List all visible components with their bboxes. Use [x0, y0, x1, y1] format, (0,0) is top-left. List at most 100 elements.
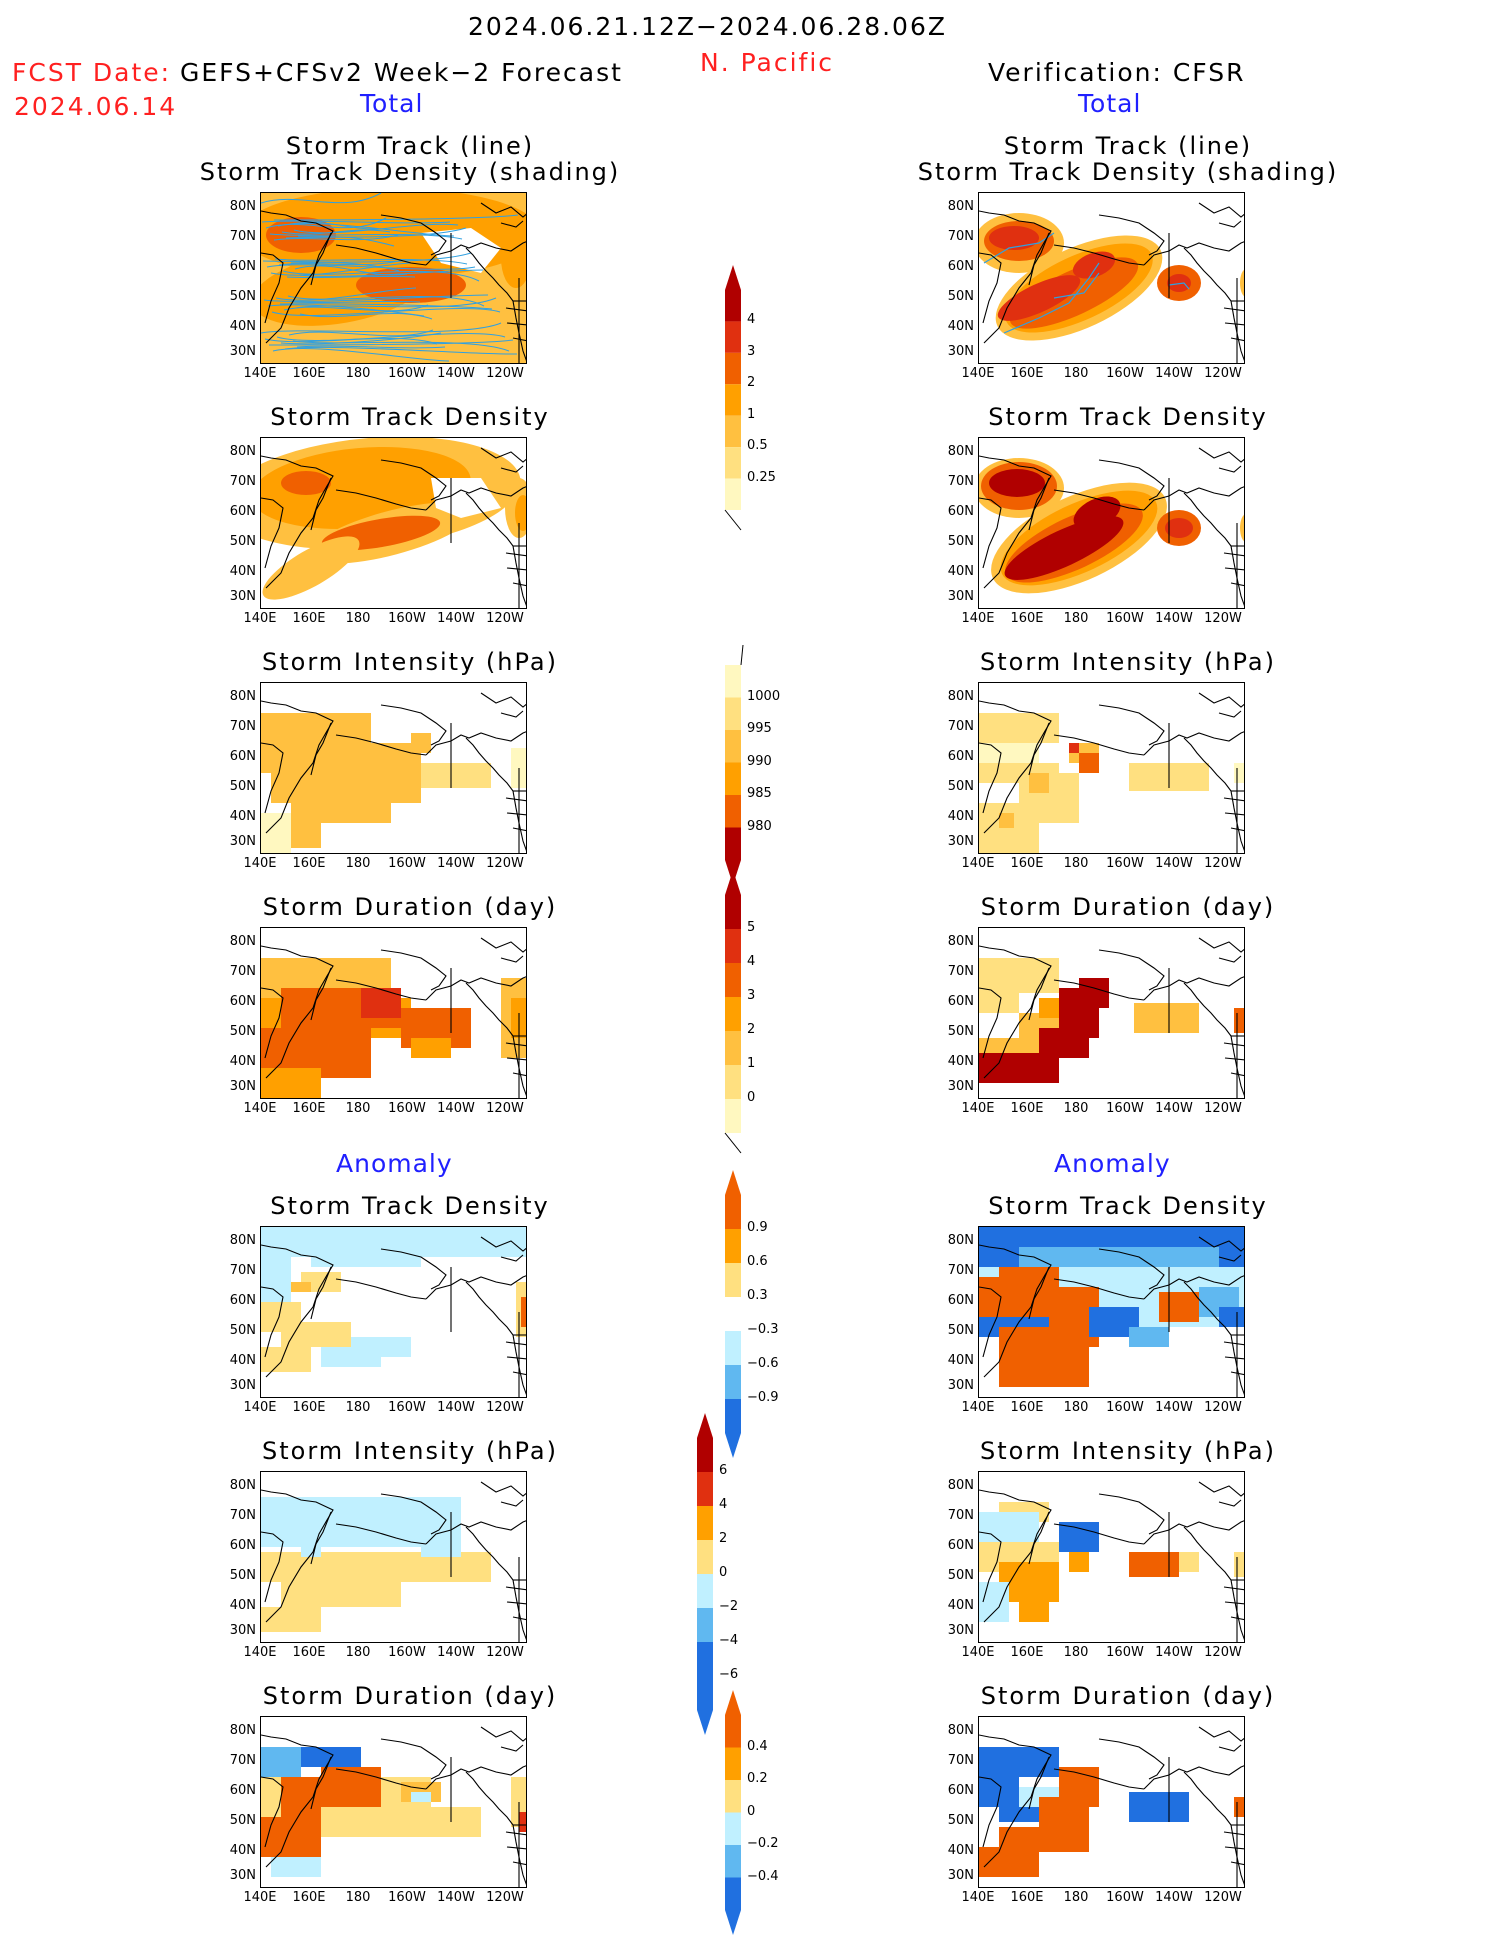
grid-cell: [1059, 1522, 1099, 1552]
lon-tick-label: 140E: [243, 1890, 277, 1905]
map-panel-intensity-anom-fcst: [260, 1471, 527, 1643]
colorbar-arrow-bottom: [725, 1433, 741, 1458]
colorbar-swatch: [725, 929, 741, 963]
colorbar-arrow-bottom: [725, 1910, 741, 1935]
fcst-intensity-anom-title: Storm Intensity (hPa): [262, 1437, 558, 1465]
lat-tick-label: 30N: [229, 1378, 256, 1393]
lat-tick-label: 80N: [229, 444, 256, 459]
lon-tick-label: 180: [1063, 366, 1089, 381]
lon-tick-label: 180: [345, 366, 371, 381]
lat-tick-label: 50N: [947, 779, 974, 794]
lat-tick-label: 50N: [947, 1323, 974, 1338]
lat-tick-label: 70N: [229, 1263, 256, 1278]
colorbar-tick-label: 2: [747, 1022, 756, 1037]
lon-tick-label: 180: [345, 1890, 371, 1905]
colorbar-tick-label: 1: [747, 1056, 756, 1071]
lat-tick-label: 30N: [947, 1623, 974, 1638]
lon-tick-label: 120W: [1204, 366, 1242, 381]
lat-tick-label: 50N: [229, 1323, 256, 1338]
colorbar-tick-label: 995: [747, 721, 772, 736]
grid-cell: [281, 1582, 401, 1607]
lat-tick-label: 60N: [229, 1293, 256, 1308]
grid-cell: [1179, 1552, 1199, 1572]
lat-tick-label: 40N: [229, 319, 256, 334]
shading-area: [1240, 269, 1244, 297]
lon-tick-label: 140E: [243, 1645, 277, 1660]
lon-tick-label: 140W: [1155, 1890, 1193, 1905]
period-title: 2024.06.21.12Z−2024.06.28.06Z: [468, 12, 947, 41]
lon-tick-label: 120W: [486, 1890, 524, 1905]
colorbar-tick-label: 0: [747, 1090, 756, 1105]
colorbar-swatch: [725, 795, 741, 828]
lon-tick-label: 180: [1063, 1645, 1089, 1660]
grid-cell: [1234, 1552, 1244, 1577]
colorbar-swatch: [725, 762, 741, 795]
colorbar-duration-anom: [725, 1690, 741, 1935]
lat-tick-label: 40N: [229, 564, 256, 579]
colorbar-intensity-total: [725, 644, 744, 885]
lon-tick-label: 160W: [388, 366, 426, 381]
grid-cell: [1219, 1307, 1244, 1327]
grid-cell: [999, 813, 1014, 828]
lon-tick-label: 160E: [1010, 856, 1044, 871]
lat-tick-label: 70N: [229, 964, 256, 979]
lat-tick-label: 30N: [229, 589, 256, 604]
grid-cell: [271, 773, 421, 803]
lat-tick-label: 60N: [229, 1783, 256, 1798]
grid-cell: [979, 1777, 1019, 1807]
colorbar-tick-label: −2: [719, 1599, 739, 1614]
lat-tick-label: 60N: [229, 504, 256, 519]
verif-track-line-title: Storm Track (line): [1003, 132, 1253, 160]
colorbar-tick-label: 1000: [747, 688, 781, 704]
lat-tick-label: 30N: [947, 1378, 974, 1393]
grid-cell: [261, 1068, 321, 1098]
lon-tick-label: 120W: [486, 1101, 524, 1116]
colorbar-tick-label: −4: [719, 1633, 739, 1648]
lon-tick-label: 140W: [1155, 1400, 1193, 1415]
lat-tick-label: 70N: [947, 964, 974, 979]
grid-cell: [421, 1537, 461, 1557]
lon-tick-label: 140W: [1155, 1645, 1193, 1660]
lat-tick-label: 80N: [947, 1723, 974, 1738]
lat-tick-label: 60N: [947, 259, 974, 274]
lon-tick-label: 140E: [243, 1101, 277, 1116]
grid-cell: [261, 713, 371, 743]
lon-tick-label: 160W: [1106, 1645, 1144, 1660]
grid-cell: [519, 1812, 526, 1832]
lat-tick-label: 60N: [947, 1783, 974, 1798]
grid-cell: [1039, 1797, 1089, 1827]
colorbar-swatch: [725, 321, 741, 353]
lat-tick-label: 50N: [947, 1813, 974, 1828]
colorbar-arrow-top: [740, 644, 744, 666]
lon-tick-label: 120W: [1204, 1400, 1242, 1415]
colorbar-tick-label: 4: [747, 954, 756, 969]
lat-tick-label: 80N: [229, 1478, 256, 1493]
colorbar-swatch: [725, 730, 741, 763]
verification-label: Verification: CFSR: [988, 58, 1246, 87]
colorbar-swatch: [725, 1747, 741, 1780]
coastlines: [261, 1481, 526, 1642]
lat-tick-label: 70N: [229, 1508, 256, 1523]
lat-tick-label: 30N: [229, 1623, 256, 1638]
verif-track-shading-title: Storm Track Density (shading): [917, 158, 1339, 186]
colorbar-swatch: [725, 1031, 741, 1065]
lon-tick-label: 160W: [388, 1645, 426, 1660]
grid-cell: [979, 1847, 1039, 1877]
map-panel-duration-anom-fcst: [260, 1716, 527, 1888]
lon-tick-label: 140E: [243, 1400, 277, 1415]
lat-tick-label: 80N: [947, 1233, 974, 1248]
fcst-total-label: Total: [360, 89, 424, 118]
grid-cell: [979, 1053, 1059, 1083]
lat-tick-label: 80N: [947, 1478, 974, 1493]
lat-tick-label: 50N: [229, 1568, 256, 1583]
map-panel-density-fcst: [260, 437, 527, 609]
grid-cell: [321, 1767, 381, 1787]
lat-tick-label: 80N: [947, 444, 974, 459]
lon-tick-label: 160E: [292, 856, 326, 871]
lon-tick-label: 160E: [1010, 1890, 1044, 1905]
grid-cell: [1129, 1327, 1169, 1347]
fcst-anomaly-label: Anomaly: [336, 1149, 453, 1178]
verif-intensity-title: Storm Intensity (hPa): [980, 648, 1276, 676]
lon-tick-label: 180: [1063, 611, 1089, 626]
lon-tick-label: 160W: [388, 611, 426, 626]
